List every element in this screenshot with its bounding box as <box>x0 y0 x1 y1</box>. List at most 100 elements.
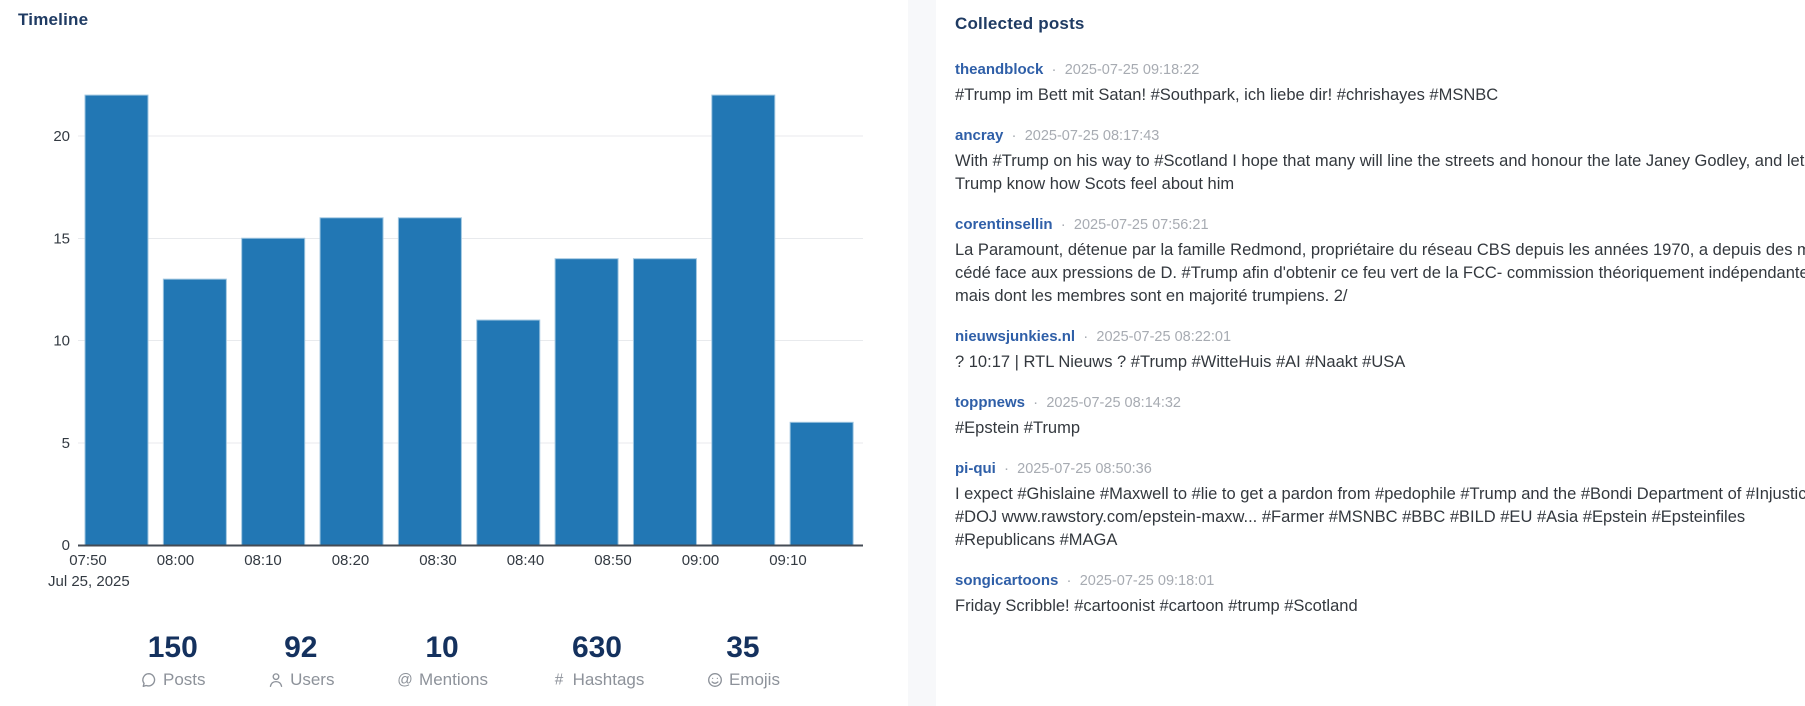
y-tick-label: 20 <box>53 128 70 145</box>
speech-bubble-icon <box>140 671 158 689</box>
svg-text:@: @ <box>397 671 413 688</box>
x-tick-label: 07:50 <box>69 552 107 569</box>
post-text: With #Trump on his way to #Scotland I ho… <box>955 152 1805 193</box>
post-item: toppnews · 2025-07-25 08:14:32 #Epstein … <box>955 394 1805 440</box>
stat-item: 92 Users <box>267 632 334 690</box>
timeline-bar[interactable] <box>162 278 227 546</box>
y-tick-label: 15 <box>53 230 70 247</box>
post-author-link[interactable]: songicartoons <box>955 572 1059 589</box>
timeline-bar[interactable] <box>789 421 854 546</box>
post-separator: · <box>1033 394 1039 411</box>
x-axis-date-label: Jul 25, 2025 <box>48 573 130 590</box>
post-header: ancray · 2025-07-25 08:17:43 <box>955 127 1805 145</box>
stat-label: Emojis <box>728 669 780 689</box>
post-author-link[interactable]: ancray <box>955 127 1004 144</box>
smiley-icon <box>706 671 724 689</box>
post-timestamp: 2025-07-25 09:18:01 <box>1079 573 1215 589</box>
post-timestamp: 2025-07-25 08:14:32 <box>1046 395 1181 411</box>
stat-value: 630 <box>571 631 622 664</box>
stats-row: 150 Posts 92 Users 10 @ Mentions 630 # H… <box>140 632 780 690</box>
y-tick-label: 10 <box>53 333 70 350</box>
timeline-bar[interactable] <box>397 217 462 546</box>
post-text: #Epstein #Trump <box>955 419 1081 437</box>
timeline-bar[interactable] <box>84 94 149 546</box>
y-tick-label: 0 <box>62 537 70 554</box>
post-timestamp: 2025-07-25 08:22:01 <box>1096 329 1232 345</box>
x-tick-label: 09:00 <box>682 552 720 569</box>
stat-label-row: # Hashtags <box>550 669 645 690</box>
timeline-chart[interactable]: 0 5 10 15 20 07:50 08:00 08:10 08:20 08:30 08:40 08… <box>0 0 880 600</box>
post-author-link[interactable]: pi-qui <box>955 460 996 477</box>
post-text: ? 10:17 | RTL Nieuws ? #Trump #WitteHuis… <box>955 353 1406 371</box>
timeline-bar[interactable] <box>711 94 776 546</box>
post-item: ancray · 2025-07-25 08:17:43 With #Trump… <box>955 127 1805 196</box>
stat-label-row: Users <box>267 670 334 690</box>
stat-value: 35 <box>726 631 760 664</box>
x-tick-label: 08:50 <box>594 552 632 569</box>
stat-label: Posts <box>163 669 206 689</box>
post-header: toppnews · 2025-07-25 08:14:32 <box>955 394 1805 412</box>
post-item: nieuwsjunkies.nl · 2025-07-25 08:22:01 ?… <box>955 328 1805 374</box>
post-separator: · <box>1004 460 1009 477</box>
user-icon <box>267 671 285 689</box>
stat-item: 150 Posts <box>140 632 206 690</box>
hash-icon: # <box>550 671 568 689</box>
post-author-link[interactable]: toppnews <box>955 394 1025 411</box>
stat-label-row: @ Mentions <box>396 670 488 690</box>
x-tick-label: 08:20 <box>332 552 370 569</box>
timeline-bar[interactable] <box>241 237 306 546</box>
post-timestamp: 2025-07-25 07:56:21 <box>1073 217 1209 233</box>
timeline-bar[interactable] <box>319 217 384 546</box>
timeline-panel: 0 5 10 15 20 07:50 08:00 08:10 08:20 08:30 08:40 08… <box>0 0 880 690</box>
post-separator: · <box>1011 127 1017 144</box>
stat-value: 92 <box>284 631 318 664</box>
post-item: corentinsellin · 2025-07-25 07:56:21 La … <box>955 216 1805 308</box>
timeline-bar[interactable] <box>632 258 697 546</box>
x-tick-label: 08:00 <box>157 552 195 569</box>
svg-text:#: # <box>554 671 563 688</box>
post-text: La Paramount, détenue par la famille Red… <box>955 241 1805 305</box>
chart-title: Timeline <box>18 10 89 29</box>
stat-label: Mentions <box>419 669 489 689</box>
x-tick-label: 08:10 <box>244 552 282 569</box>
post-author-link[interactable]: corentinsellin <box>955 216 1053 233</box>
x-tick-label: 09:10 <box>769 552 807 569</box>
post-separator: · <box>1051 61 1057 78</box>
post-header: theandblock · 2025-07-25 09:18:22 <box>955 61 1805 79</box>
post-timestamp: 2025-07-25 09:18:22 <box>1064 62 1200 78</box>
x-tick-label: 08:30 <box>419 552 457 569</box>
post-item: pi-qui · 2025-07-25 08:50:36 I expect #G… <box>955 460 1805 552</box>
stat-value: 10 <box>425 631 459 664</box>
post-text: #Trump im Bett mit Satan! #Southpark, ic… <box>955 86 1499 104</box>
collected-posts-panel: Collected posts theandblock · 2025-07-25… <box>955 0 1805 706</box>
post-separator: · <box>1060 216 1066 233</box>
post-author-link[interactable]: nieuwsjunkies.nl <box>955 328 1076 345</box>
at-icon: @ <box>396 671 414 689</box>
post-separator: · <box>1066 572 1072 589</box>
post-text: Friday Scribble! #cartoonist #cartoon #t… <box>955 597 1358 615</box>
y-tick-label: 5 <box>62 435 70 452</box>
post-header: songicartoons · 2025-07-25 09:18:01 <box>955 572 1805 590</box>
stat-value: 150 <box>147 631 198 664</box>
post-item: theandblock · 2025-07-25 09:18:22 #Trump… <box>955 61 1805 107</box>
panel-gutter <box>908 0 936 706</box>
post-header: pi-qui · 2025-07-25 08:50:36 <box>955 460 1805 478</box>
post-author-link[interactable]: theandblock <box>955 61 1044 78</box>
stat-label: Users <box>290 669 335 689</box>
stat-label: Hashtags <box>572 669 645 689</box>
stat-item: 630 # Hashtags <box>550 631 645 690</box>
posts-list: theandblock · 2025-07-25 09:18:22 #Trump… <box>955 61 1805 618</box>
post-text: I expect #Ghislaine #Maxwell to #lie to … <box>955 485 1805 549</box>
post-timestamp: 2025-07-25 08:17:43 <box>1024 128 1160 144</box>
post-separator: · <box>1083 328 1089 345</box>
post-timestamp: 2025-07-25 08:50:36 <box>1017 461 1152 477</box>
post-header: corentinsellin · 2025-07-25 07:56:21 <box>955 216 1805 234</box>
post-item: songicartoons · 2025-07-25 09:18:01 Frid… <box>955 572 1805 618</box>
timeline-bar[interactable] <box>554 258 619 546</box>
timeline-bar[interactable] <box>476 319 541 546</box>
stat-item: 10 @ Mentions <box>396 632 488 690</box>
stat-label-row: Emojis <box>706 670 780 690</box>
stat-label-row: Posts <box>140 670 206 690</box>
post-header: nieuwsjunkies.nl · 2025-07-25 08:22:01 <box>955 328 1805 346</box>
posts-panel-title: Collected posts <box>955 14 1085 33</box>
